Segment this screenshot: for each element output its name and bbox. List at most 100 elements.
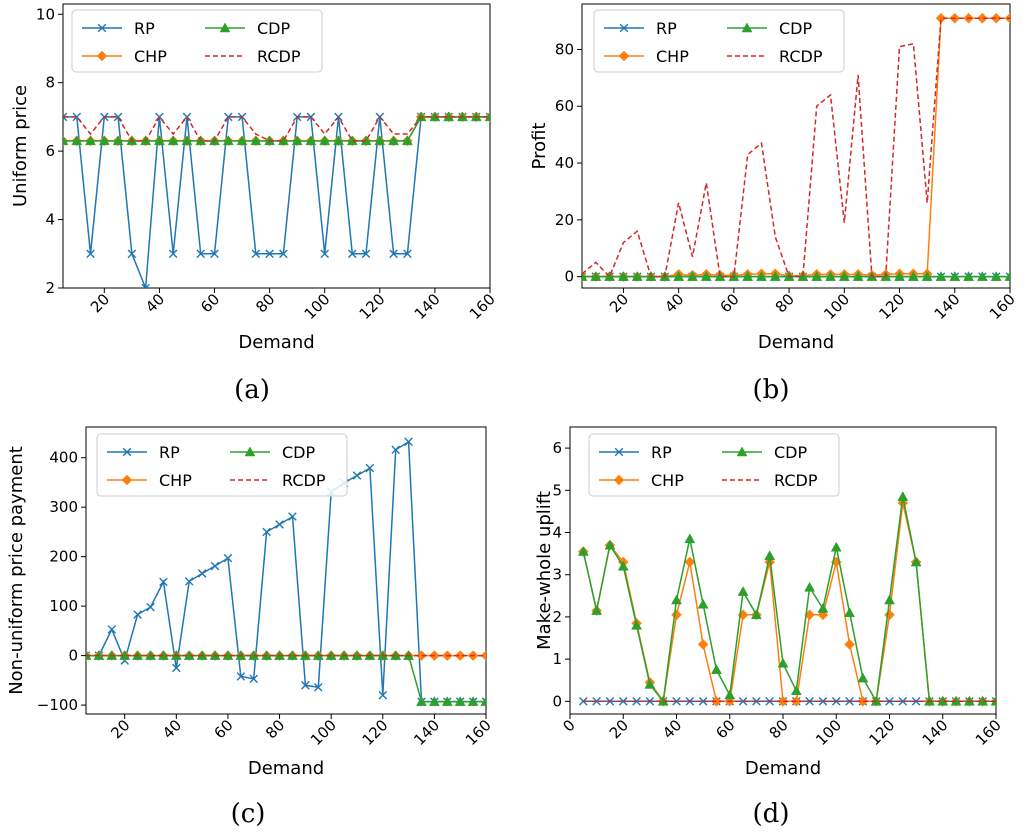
legend-item-rp: RP	[82, 19, 155, 38]
data-point-rp	[301, 681, 310, 690]
data-point-cdp	[935, 271, 947, 281]
data-point-cdp	[454, 696, 466, 706]
data-point-cdp	[63, 135, 69, 146]
y-tick-label: 5	[552, 481, 562, 499]
data-point-rp	[197, 569, 207, 578]
legend-marker	[614, 447, 624, 457]
data-point-rp	[752, 697, 761, 706]
x-tick-label: 100	[307, 716, 340, 749]
legend-label: RP	[656, 19, 677, 38]
data-point-cdp	[790, 685, 802, 696]
legend-marker	[618, 50, 630, 62]
legend-label: RCDP	[282, 471, 326, 490]
x-tick-label: 60	[712, 716, 738, 742]
y-tick-label: 60	[555, 97, 574, 115]
data-point-rp	[738, 697, 748, 706]
data-point-chp	[480, 650, 486, 661]
data-point-cdp	[112, 135, 124, 146]
data-point-cdp	[467, 696, 479, 706]
data-point-cdp	[884, 594, 895, 605]
data-point-cdp	[71, 135, 83, 146]
data-point-chp	[977, 12, 988, 24]
data-point-cdp	[1004, 271, 1010, 281]
legend-marker	[96, 50, 108, 62]
data-point-cdp	[604, 271, 616, 281]
data-point-cdp	[250, 135, 262, 146]
x-tick-label: 60	[716, 290, 742, 316]
plot-area	[86, 437, 486, 706]
series-line-cdp	[582, 496, 996, 704]
data-point-rp	[391, 445, 400, 455]
data-point-cdp	[222, 135, 234, 146]
y-tick-label: 2	[552, 608, 562, 626]
data-point-rp	[184, 577, 194, 586]
data-point-rp	[210, 561, 220, 571]
data-point-rp	[107, 625, 117, 634]
legend-marker	[741, 22, 753, 33]
y-tick-label: 4	[45, 211, 55, 229]
data-point-cdp	[167, 135, 179, 146]
data-point-cdp	[684, 533, 696, 544]
x-tick-label: 40	[142, 290, 168, 316]
data-point-cdp	[591, 605, 603, 615]
data-point-cdp	[711, 664, 722, 674]
data-point-rp	[113, 112, 123, 122]
y-tick-label: 4	[552, 524, 562, 542]
legend-item-chp: CHP	[604, 47, 689, 66]
data-point-rp	[352, 471, 362, 480]
data-point-cdp	[750, 609, 762, 620]
y-axis-label: Non-uniform price payment	[6, 446, 27, 695]
x-tick-label: 100	[301, 290, 334, 323]
data-point-rp	[618, 697, 628, 706]
data-point-rp	[141, 283, 150, 288]
data-point-cdp	[910, 556, 922, 567]
y-tick-label: 40	[555, 154, 574, 172]
legend: RP CDP CHP RCDP	[96, 433, 348, 497]
data-point-cdp	[428, 696, 440, 706]
data-point-rp	[672, 697, 681, 706]
y-tick-label: 400	[49, 449, 78, 467]
legend: RP CDP CHP RCDP	[593, 9, 845, 73]
x-tick-label: 40	[659, 716, 685, 742]
x-tick-label: 160	[466, 290, 499, 323]
data-point-cdp	[401, 135, 413, 146]
legend-item-chp: CHP	[599, 471, 684, 490]
legend-item-rp: RP	[599, 443, 672, 462]
x-tick-label: 20	[606, 716, 632, 742]
data-point-cdp	[838, 271, 850, 281]
data-point-rp	[698, 697, 708, 706]
data-point-chp	[844, 639, 855, 650]
legend: RP CDP CHP RCDP	[71, 9, 323, 73]
series-rp	[63, 112, 490, 288]
data-point-cdp	[590, 271, 602, 281]
chart-panel-3: 20 40 60 80 100 120 140 160 −100 0 100 200 300 400 Dem…	[6, 426, 495, 829]
legend-item-cdp: CDP	[230, 443, 315, 462]
y-tick-label: 200	[49, 548, 78, 566]
x-axis-label: Demand	[238, 332, 314, 353]
data-point-rp	[236, 672, 246, 681]
data-point-cdp	[817, 602, 829, 613]
x-tick-label: 120	[359, 716, 392, 749]
x-tick-label: 20	[87, 290, 113, 316]
legend-label: CDP	[774, 443, 807, 462]
y-tick-label: 20	[555, 211, 574, 229]
y-tick-label: −100	[37, 696, 78, 714]
legend-marker	[613, 474, 625, 486]
data-point-rp	[313, 682, 323, 692]
data-point-cdp	[319, 135, 331, 146]
legend-label: RCDP	[774, 471, 818, 490]
data-point-rp	[361, 249, 371, 259]
data-point-cdp	[976, 271, 988, 281]
data-point-cdp	[857, 672, 869, 683]
data-point-rp	[251, 249, 261, 259]
x-tick-label: 140	[931, 290, 964, 323]
series-line-rp	[63, 116, 490, 288]
x-tick-label: 80	[772, 290, 798, 316]
data-point-cdp	[631, 619, 642, 630]
y-tick-label: 3	[552, 566, 562, 584]
data-point-chp	[416, 650, 427, 661]
series-chp	[577, 497, 996, 707]
data-point-cdp	[769, 271, 781, 281]
legend-label: RCDP	[257, 47, 301, 66]
